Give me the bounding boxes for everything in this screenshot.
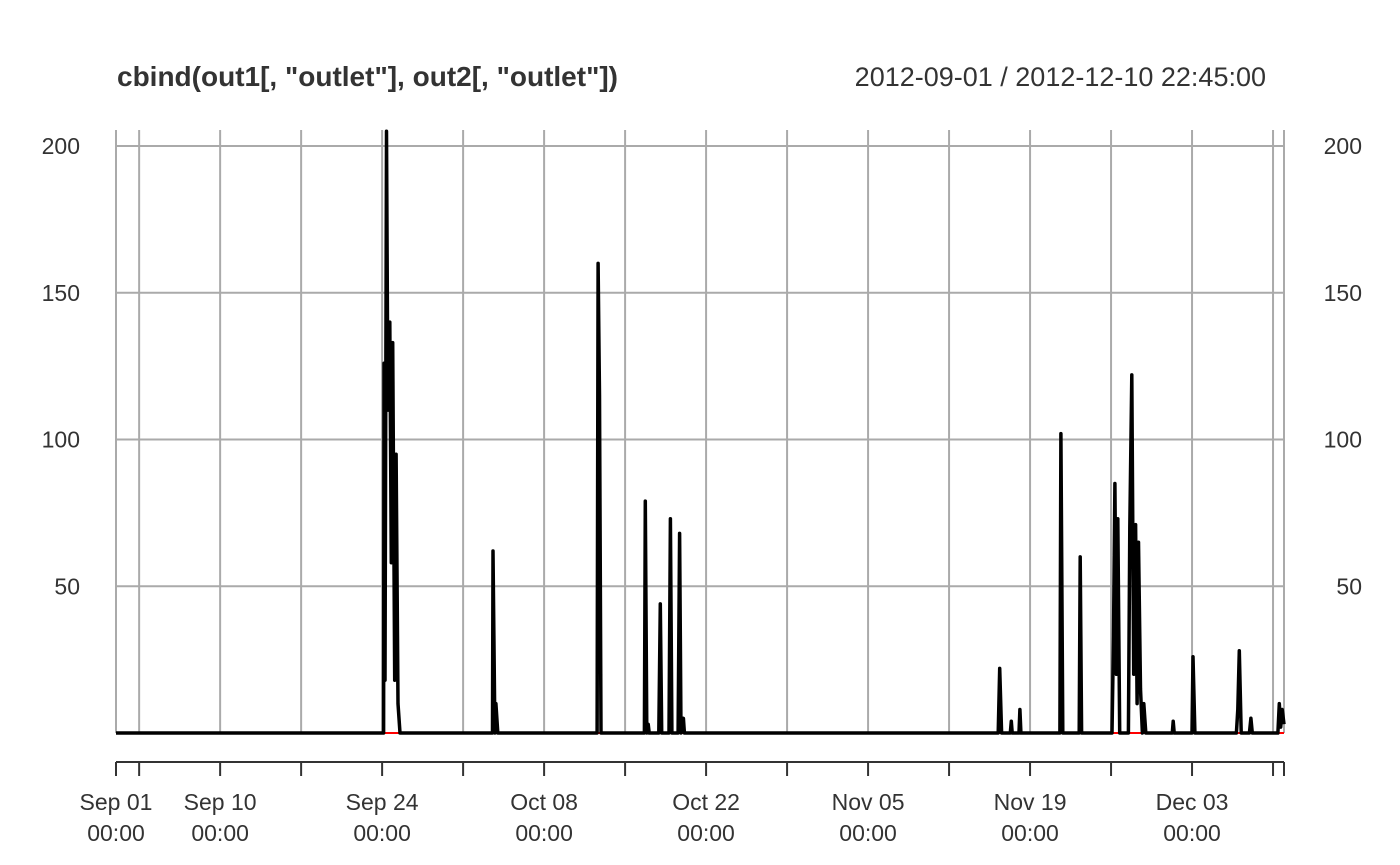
chart-title: cbind(out1[, "outlet"], out2[, "outlet"]… xyxy=(117,61,618,92)
x-tick-sublabel: 00:00 xyxy=(87,820,145,846)
y-axis-right: 50 100 150 200 xyxy=(1324,133,1362,599)
x-tick-label: Nov 05 xyxy=(832,789,905,815)
x-tick-sublabel: 00:00 xyxy=(1163,820,1221,846)
series-layer xyxy=(116,129,1286,735)
x-tick-label: Nov 19 xyxy=(994,789,1067,815)
x-tick-label: Sep 24 xyxy=(346,789,419,815)
x-tick-label: Sep 10 xyxy=(184,789,257,815)
x-tick-label: Oct 22 xyxy=(672,789,740,815)
y-tick-label-left: 50 xyxy=(54,573,80,599)
x-tick-label: Sep 01 xyxy=(80,789,153,815)
series-line-1 xyxy=(116,129,1286,735)
x-tick-label: Dec 03 xyxy=(1156,789,1229,815)
y-tick-label-right: 150 xyxy=(1324,280,1362,306)
y-tick-label-left: 100 xyxy=(42,427,80,453)
y-tick-label-right: 100 xyxy=(1324,427,1362,453)
date-range-label: 2012-09-01 / 2012-12-10 22:45:00 xyxy=(855,62,1266,92)
y-tick-label-left: 150 xyxy=(42,280,80,306)
grid-lines xyxy=(115,130,1285,734)
x-tick-sublabel: 00:00 xyxy=(191,820,249,846)
x-tick-sublabel: 00:00 xyxy=(1001,820,1059,846)
x-tick-sublabel: 00:00 xyxy=(677,820,735,846)
y-tick-label-left: 200 xyxy=(42,133,80,159)
x-tick-label: Oct 08 xyxy=(510,789,578,815)
x-tick-sublabel: 00:00 xyxy=(353,820,411,846)
y-tick-label-right: 50 xyxy=(1336,573,1362,599)
x-tick-sublabel: 00:00 xyxy=(839,820,897,846)
y-axis-left: 50 100 150 200 xyxy=(42,133,80,599)
x-axis: Sep 01 00:00 Sep 10 00:00 Sep 24 00:00 Oct 08 0… xyxy=(80,761,1285,846)
x-tick-sublabel: 00:00 xyxy=(515,820,573,846)
y-tick-label-right: 200 xyxy=(1324,133,1362,159)
